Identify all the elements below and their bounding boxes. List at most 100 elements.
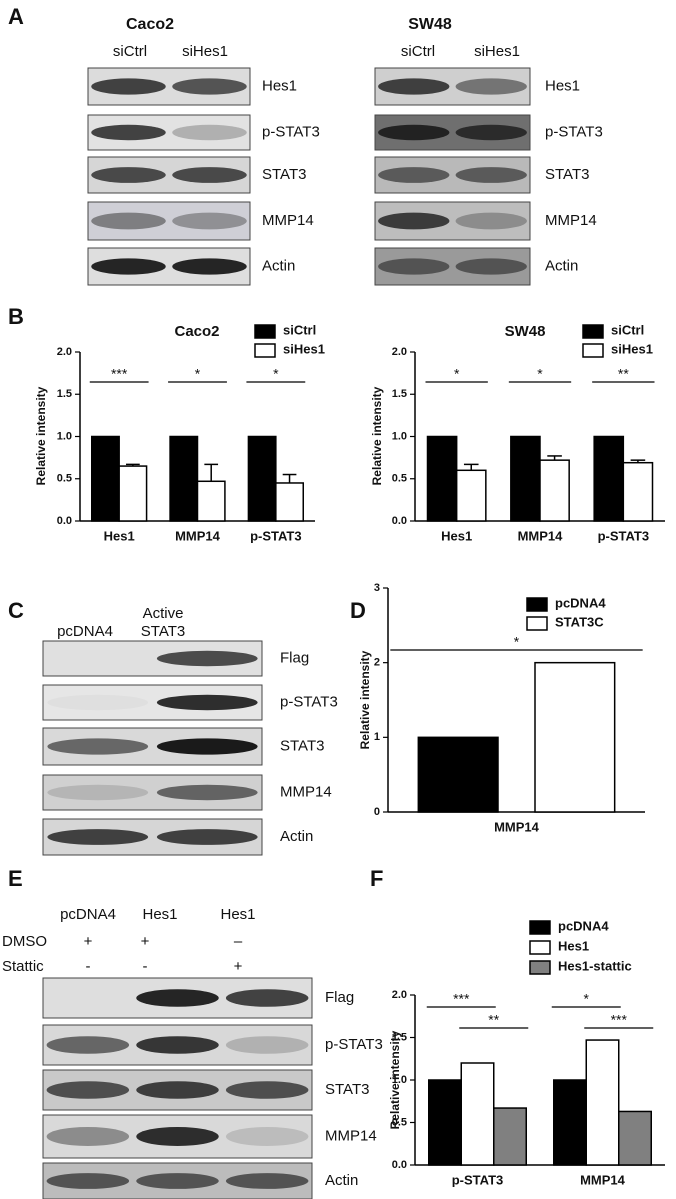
band-label: STAT3 (545, 166, 589, 183)
band-label: Hes1 (262, 77, 297, 94)
blot-band (46, 1127, 130, 1146)
blot-title: SW48 (408, 16, 452, 33)
band-label: STAT3 (262, 166, 306, 183)
blot-band (91, 258, 166, 275)
treatment-mark: + (141, 933, 150, 950)
band-label: p-STAT3 (280, 693, 338, 710)
blot-band (455, 212, 527, 230)
blot-band (46, 1081, 130, 1099)
lane-label: Active STAT3 (141, 605, 185, 640)
band-label: Flag (280, 649, 309, 666)
lane-label: pcDNA4 (60, 906, 116, 923)
panel-letter: C (8, 598, 24, 623)
blot-band (225, 1173, 309, 1189)
y-tick-label: 0 (374, 806, 380, 818)
treatment-mark: - (143, 958, 148, 975)
y-tick-label: 0.0 (392, 1159, 407, 1171)
error-bar (126, 463, 140, 467)
blot-band (136, 1127, 219, 1146)
blot-band (455, 167, 527, 183)
y-tick-label: 1.5 (57, 388, 72, 400)
y-tick-label: 1.0 (57, 430, 72, 442)
legend-label: siHes1 (611, 341, 653, 356)
error-bar (282, 473, 297, 483)
legend-swatch (529, 940, 551, 955)
panel-letter: E (8, 866, 23, 891)
bar (539, 459, 570, 522)
error-bar (204, 463, 219, 482)
blot-band (91, 78, 166, 95)
blot-band (455, 124, 527, 141)
band-label: Actin (280, 828, 313, 845)
y-axis-label: Relative intensity (358, 650, 372, 749)
blot-band (172, 212, 247, 230)
lane-label: Hes1 (220, 906, 255, 923)
blot-title: Caco2 (126, 16, 174, 33)
legend-swatch (254, 324, 276, 339)
y-tick-label: 1.0 (392, 1074, 407, 1086)
significance-label: *** (611, 1012, 628, 1028)
y-tick-label: 1 (374, 731, 380, 743)
y-tick-label: 1.5 (392, 1031, 407, 1043)
blot-band (47, 829, 149, 845)
x-tick-label: p-STAT3 (598, 528, 650, 543)
y-tick-label: 1.0 (392, 430, 407, 442)
significance-label: * (454, 366, 460, 382)
y-tick-label: 0.5 (392, 473, 407, 485)
blot-band (46, 1173, 130, 1189)
y-tick-label: 2.0 (392, 346, 407, 358)
legend-label: siCtrl (283, 322, 316, 337)
blot-band (156, 650, 258, 667)
y-tick-label: 3 (374, 582, 380, 594)
panel-letter: B (8, 304, 24, 329)
blot-band (136, 1036, 219, 1054)
x-tick-label: MMP14 (175, 528, 221, 543)
bar (460, 1062, 495, 1166)
treatment-name: Stattic (2, 958, 44, 975)
band-label: p-STAT3 (262, 123, 320, 140)
y-tick-label: 1.5 (392, 388, 407, 400)
significance-label: *** (111, 366, 128, 382)
blot-band (136, 1081, 219, 1099)
blot-strip (374, 201, 531, 241)
lane-label: pcDNA4 (57, 623, 113, 640)
lane-label: siCtrl (113, 43, 147, 60)
blot-band (378, 78, 450, 95)
significance-label: * (514, 634, 520, 650)
band-label: Actin (262, 257, 295, 274)
bar (493, 1107, 527, 1166)
bar (618, 1110, 652, 1166)
x-tick-label: p-STAT3 (250, 528, 302, 543)
y-axis-label: Relative intensity (370, 386, 384, 485)
legend-swatch (254, 343, 276, 358)
bar (585, 1039, 620, 1166)
y-tick-label: 2.0 (57, 346, 72, 358)
blot-band (172, 124, 247, 141)
panel-letter: A (8, 4, 24, 29)
error-bar (630, 459, 646, 463)
legend-swatch (582, 324, 604, 339)
bar (118, 465, 148, 522)
blot-band (46, 1036, 130, 1054)
blot-band (455, 258, 527, 275)
significance-label: * (273, 366, 279, 382)
blot-band (136, 1173, 219, 1189)
legend-label: pcDNA4 (555, 595, 606, 610)
bar (593, 435, 625, 522)
bar (426, 435, 458, 522)
x-tick-label: MMP14 (494, 819, 540, 834)
x-tick-label: Hes1 (104, 528, 135, 543)
treatment-mark: + (84, 933, 93, 950)
significance-label: ** (618, 366, 629, 382)
legend-label: STAT3C (555, 614, 604, 629)
legend-swatch (582, 343, 604, 358)
legend-label: Hes1 (558, 938, 589, 953)
blot-band (225, 989, 309, 1007)
legend-label: siCtrl (611, 322, 644, 337)
significance-label: *** (453, 991, 470, 1007)
bar (91, 435, 120, 522)
x-tick-label: MMP14 (580, 1172, 626, 1187)
blot-band (378, 258, 450, 275)
y-tick-label: 2 (374, 657, 380, 669)
blot-band (455, 78, 527, 95)
